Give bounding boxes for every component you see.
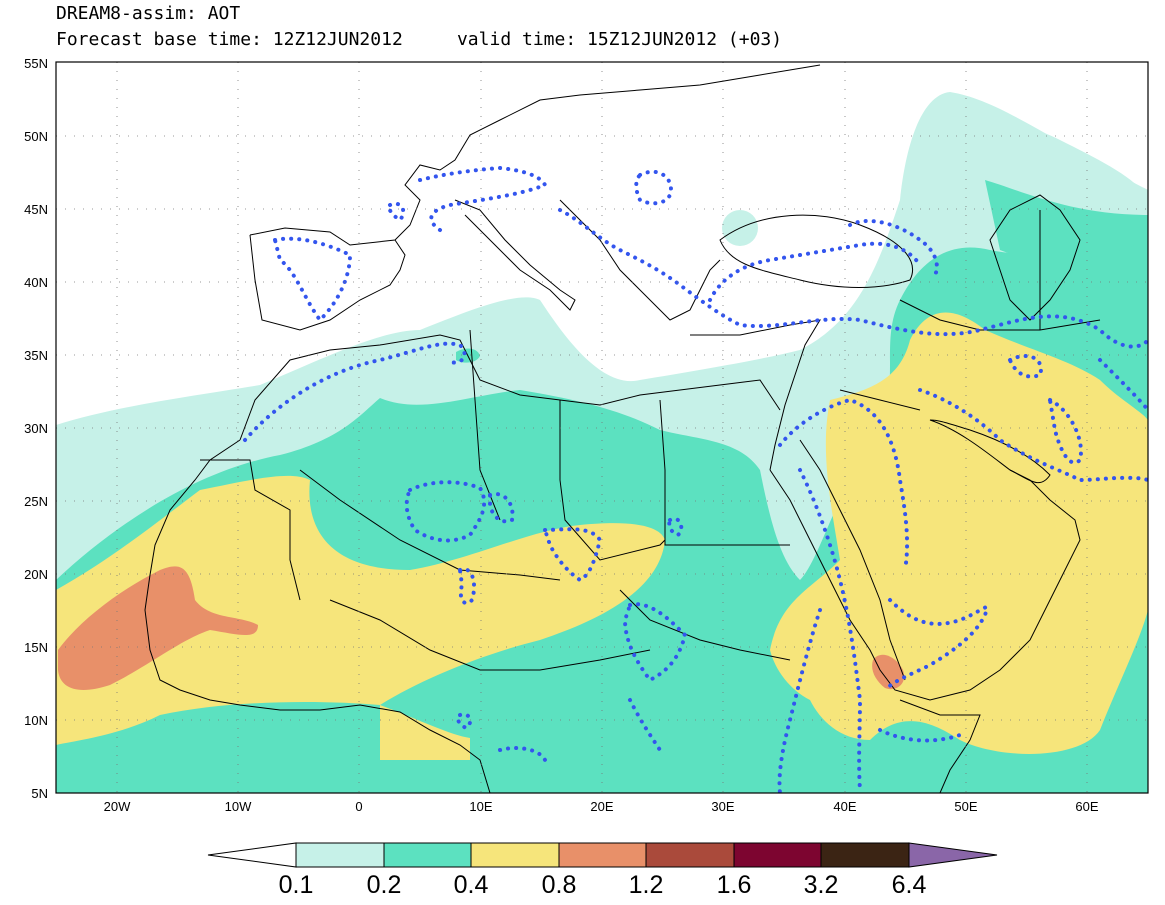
lon-tick-label: 30E [711, 799, 734, 814]
colorbar [207, 842, 998, 868]
lat-tick-label: 15N [24, 640, 48, 655]
lat-tick-label: 10N [24, 713, 48, 728]
coastlines [144, 64, 1101, 793]
colorbar-label: 1.2 [629, 871, 664, 899]
lat-tick-label: 45N [24, 202, 48, 217]
lon-tick-label: 0 [355, 799, 362, 814]
colorbar-label: 0.1 [279, 871, 314, 899]
lon-tick-label: 20W [104, 799, 131, 814]
colorbar-segment [820, 842, 910, 868]
lat-tick-label: 30N [24, 421, 48, 436]
lat-tick-label: 50N [24, 129, 48, 144]
lat-tick-label: 25N [24, 494, 48, 509]
colorbar-label: 0.4 [454, 871, 489, 899]
lon-tick-label: 20E [590, 799, 613, 814]
colorbar-label: 3.2 [804, 871, 839, 899]
lon-tick-label: 50E [954, 799, 977, 814]
lon-tick-label: 60E [1075, 799, 1098, 814]
graticule [56, 62, 1148, 793]
lon-tick-label: 40E [833, 799, 856, 814]
colorbar-segment [645, 842, 735, 868]
colorbar-segment [558, 842, 647, 868]
colorbar-segment [470, 842, 560, 868]
colorbar-label: 1.6 [717, 871, 752, 899]
colorbar-segment [733, 842, 822, 868]
forecast-time-subtitle: Forecast base time: 12Z12JUN2012 valid t… [56, 29, 783, 50]
colorbar-segment [383, 842, 472, 868]
lat-tick-label: 20N [24, 567, 48, 582]
map-title: DREAM8-assim: AOT [56, 3, 241, 24]
colorbar-label: 6.4 [892, 871, 927, 899]
aot-field-0-4 [56, 312, 1148, 760]
lon-axis: 20W 10W 0 10E 20E 30E 40E 50E 60E [104, 799, 1099, 814]
lat-tick-label: 35N [24, 348, 48, 363]
colorbar-labels: 0.1 0.2 0.4 0.8 1.2 1.6 3.2 6.4 [279, 871, 927, 899]
lat-tick-label: 55N [24, 56, 48, 71]
lat-tick-label: 5N [31, 786, 48, 801]
lat-axis: 5N 10N 15N 20N 25N 30N 35N 40N 45N 50N 5… [24, 56, 48, 801]
colorbar-segment [207, 842, 297, 868]
colorbar-label: 0.8 [542, 871, 577, 899]
lon-tick-label: 10E [469, 799, 492, 814]
colorbar-segment [295, 842, 385, 868]
colorbar-label: 0.2 [367, 871, 402, 899]
plot-frame [55, 61, 1149, 794]
dust-contours [243, 165, 1148, 793]
lat-tick-label: 40N [24, 275, 48, 290]
colorbar-segment [908, 842, 998, 868]
lon-tick-label: 10W [225, 799, 252, 814]
